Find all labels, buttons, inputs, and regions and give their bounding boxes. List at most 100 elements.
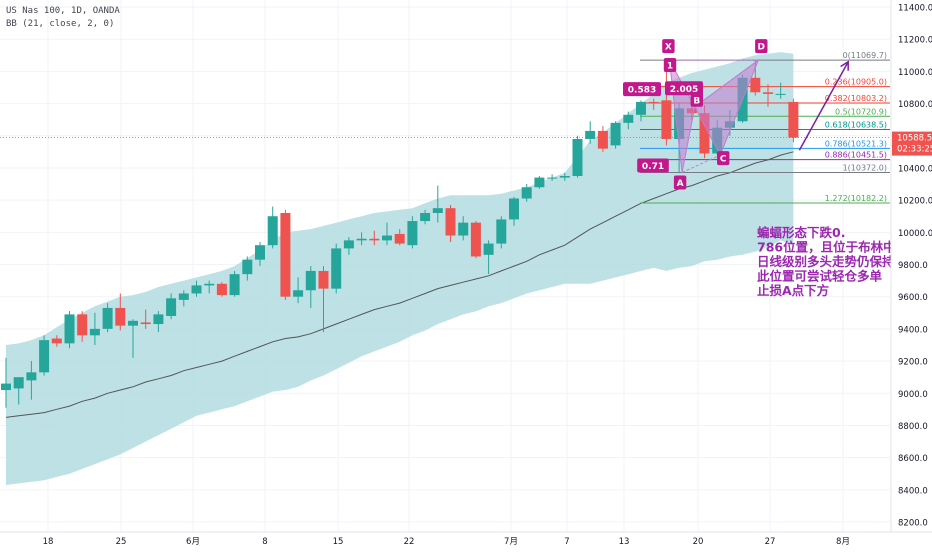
annotation-line: 786位置，且位于布林中轨: [757, 240, 909, 255]
candle-body: [661, 100, 672, 139]
candle-body: [458, 222, 469, 236]
candle-body: [1, 383, 11, 391]
candle-body: [369, 238, 380, 241]
candle-body: [191, 285, 202, 294]
fib-level-label: 0.786(10521.3): [825, 139, 887, 148]
candle-body: [610, 122, 621, 146]
fib-level-label: 0.886(10451.5): [825, 151, 887, 160]
candle-body: [13, 377, 24, 389]
symbol-legend: US Nas 100, 1D, OANDA: [6, 6, 120, 16]
annotation-line: 止损A点下方: [757, 283, 829, 298]
price-axis-tick: 9400.0: [898, 325, 928, 335]
fib-level-label: 1.272(10182.2): [825, 194, 887, 203]
bollinger-basis-line: [5, 151, 794, 418]
candle-body: [178, 293, 189, 300]
annotation-line: 此位置可尝试轻仓多单: [757, 269, 883, 284]
candle-body: [267, 216, 278, 246]
candle-body: [496, 219, 507, 244]
candle-body: [572, 138, 583, 176]
price-axis-tick: 11400.0: [898, 4, 932, 14]
pattern-ratio-xad: 1: [667, 61, 673, 71]
candle-body: [305, 270, 316, 291]
pattern-point-x-bg: [662, 39, 675, 54]
annotation-text: 蝙蝠形态下跌0.786位置，且位于布林中轨日线级别多头走势仍保持此位置可尝试轻仓…: [757, 225, 909, 298]
candle-body: [204, 283, 215, 286]
pattern-point-c-bg: [717, 151, 730, 166]
time-axis-tick: 27: [765, 537, 776, 547]
candle-body: [648, 101, 659, 104]
candle-body: [585, 130, 596, 139]
pattern-ratio-bcd: 2.005: [670, 85, 698, 95]
candle-body: [51, 338, 62, 344]
candle-body: [547, 177, 558, 179]
candle-body: [382, 235, 392, 241]
forecast-arrow: [798, 61, 849, 151]
price-axis-tick: 11000.0: [898, 68, 932, 78]
pattern-ac-line: [681, 154, 721, 173]
time-axis: 18 25 6月 8 15 22 7月 7 13 20 27 8月: [0, 531, 932, 550]
price-axis-tick: 10800.0: [898, 100, 932, 110]
time-axis-tick: 8月: [836, 537, 850, 547]
current-price-badge: [892, 131, 932, 156]
price-axis-tick: 8400.0: [898, 486, 928, 496]
candle-body: [636, 101, 646, 115]
fib-level-label: 0.382(10803.2): [825, 94, 887, 103]
candle-body: [128, 320, 138, 326]
price-axis-tick: 10200.0: [898, 197, 932, 207]
fib-level-label: 1(10372.0): [843, 163, 887, 172]
pattern-ratio-xab: 0.583: [628, 86, 656, 96]
candle-body: [77, 314, 88, 336]
candle-body: [559, 175, 570, 178]
price-axis-tick: 9600.0: [898, 293, 928, 303]
pattern-ratio-bcd-bg: [665, 81, 703, 96]
time-axis-tick: 20: [693, 537, 704, 547]
time-axis-tick: 7: [564, 537, 569, 547]
candle-body: [763, 92, 773, 94]
candle-body: [64, 314, 75, 344]
candle-body: [445, 208, 456, 236]
candle-body: [293, 290, 304, 297]
candle-body: [153, 314, 164, 325]
fib-level-label: 0(11069.7): [843, 51, 887, 60]
pattern-ratio-xad-bg: [663, 57, 677, 72]
annotation-line: 日线级别多头走势仍保持: [757, 254, 895, 269]
annotation-line: 蝙蝠形态下跌0.: [757, 225, 845, 240]
pattern-ratio-xab-bg: [623, 82, 661, 97]
fib-retracement: 0(11069.7) 0.236(10905.0) 0.382(10803.2) 0.…: [640, 51, 890, 204]
pattern-point-b: B: [693, 96, 700, 106]
pattern-point-c: C: [720, 155, 727, 165]
candle-body: [318, 270, 329, 289]
pattern-point-d: D: [758, 43, 765, 53]
pattern-point-b-bg: [690, 92, 703, 107]
candle-body: [623, 114, 634, 123]
candle-body: [521, 187, 532, 199]
candle-body: [788, 101, 799, 138]
price-axis-tick: 9200.0: [898, 358, 928, 368]
pattern-point-x: X: [665, 43, 672, 53]
candle-body: [394, 233, 405, 244]
candle-body: [775, 93, 786, 95]
forecast-arrow-head: [840, 60, 849, 71]
pattern-ratio-abc: 0.71: [642, 162, 664, 172]
time-axis-tick: 13: [619, 537, 630, 547]
candle-body: [280, 213, 291, 297]
candle-body: [750, 77, 761, 93]
pattern-ratio-abc-bg: [637, 158, 669, 173]
candle-body: [407, 221, 418, 246]
indicator-legend: BB (21, close, 2, 0): [6, 19, 115, 29]
current-price-value: 10588.5: [897, 134, 932, 144]
candle-body: [216, 283, 227, 296]
bat-pattern: X A B C D 0.583 0.71 2.005 1: [623, 39, 849, 190]
current-price-countdown: 02:33:25: [897, 145, 932, 155]
candle-body: [699, 113, 710, 154]
candle-body: [432, 208, 443, 213]
time-axis-tick: 8: [262, 537, 267, 547]
pattern-point-a-bg: [673, 175, 687, 190]
time-axis-tick: 18: [43, 537, 54, 547]
price-axis-tick: 10000.0: [898, 229, 932, 239]
candle-body: [26, 372, 37, 381]
pattern-bcd: [694, 58, 760, 157]
candle-body: [420, 213, 431, 222]
